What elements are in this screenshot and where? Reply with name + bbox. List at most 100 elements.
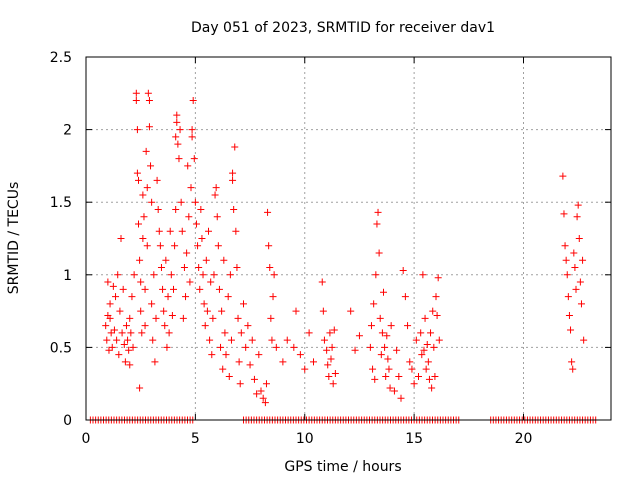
data-point [137, 307, 145, 315]
data-point [208, 351, 216, 359]
data-point [233, 264, 241, 272]
data-point [212, 184, 220, 192]
data-point [112, 293, 120, 301]
data-point [194, 242, 202, 250]
data-point [214, 242, 222, 250]
x-tick-label: 5 [191, 431, 200, 447]
data-point [225, 372, 233, 380]
data-point [215, 285, 223, 293]
data-point [143, 242, 151, 250]
data-point [164, 293, 172, 301]
data-point [177, 198, 185, 206]
data-point [219, 365, 227, 373]
data-point [367, 322, 375, 330]
data-point [114, 271, 122, 279]
y-tick-label: 2.5 [50, 50, 72, 66]
data-point [369, 365, 377, 373]
data-point [429, 307, 437, 315]
data-point [577, 300, 585, 308]
y-tick-label: 0 [63, 413, 72, 429]
data-point [159, 285, 167, 293]
data-point [227, 336, 235, 344]
data-point [218, 307, 226, 315]
data-point [404, 322, 412, 330]
data-point [195, 264, 203, 272]
data-point [347, 307, 355, 315]
data-point [422, 365, 430, 373]
data-point [324, 361, 332, 369]
data-point [267, 314, 275, 322]
data-point [171, 242, 179, 250]
data-point [560, 210, 568, 218]
data-point [142, 147, 150, 155]
data-point [166, 227, 174, 235]
data-point [373, 220, 381, 228]
data-point [175, 155, 183, 163]
data-point [173, 118, 181, 126]
data-point [383, 332, 391, 340]
data-point [209, 314, 217, 322]
plot-frame [85, 56, 612, 421]
data-point [149, 336, 157, 344]
x-tick-label: 15 [405, 431, 423, 447]
x-axis-title: GPS time / hours [284, 459, 401, 475]
data-point [141, 322, 149, 330]
data-point [203, 307, 211, 315]
data-point [147, 162, 155, 170]
data-point [262, 380, 270, 388]
data-point [384, 355, 392, 363]
data-point [126, 314, 134, 322]
data-point [230, 205, 238, 213]
data-point [148, 300, 156, 308]
data-point [257, 387, 265, 395]
data-point [172, 133, 180, 141]
data-point [106, 300, 114, 308]
data-point [420, 346, 428, 354]
chart-title: Day 051 of 2023, SRMTID for receiver dav… [191, 20, 495, 36]
data-point [424, 358, 432, 366]
data-point [139, 191, 147, 199]
data-point [182, 293, 190, 301]
data-point [161, 322, 169, 330]
data-point [376, 314, 384, 322]
data-point [562, 256, 570, 264]
data-point [179, 314, 187, 322]
axis-ticks: 0 5 10 15 20 0 0.5 1 1.5 2 2.5 [50, 50, 611, 447]
data-point [211, 191, 219, 199]
data-point [187, 184, 195, 192]
data-point [570, 249, 578, 257]
data-point [290, 343, 298, 351]
data-point [571, 264, 579, 272]
data-point [221, 329, 229, 337]
data-point [119, 285, 127, 293]
data-point [154, 205, 162, 213]
data-point [157, 264, 165, 272]
data-point [569, 365, 577, 373]
data-point [397, 394, 405, 402]
data-point [148, 198, 156, 206]
data-point [173, 111, 181, 119]
x-tick-label: 20 [515, 431, 533, 447]
data-point [579, 256, 587, 264]
data-point [145, 123, 153, 131]
data-point [139, 235, 147, 242]
data-point [136, 384, 144, 392]
data-point [118, 329, 126, 337]
data-point [425, 375, 433, 383]
data-point [121, 358, 129, 366]
data-point [129, 343, 137, 351]
data-point [406, 358, 414, 366]
data-point [423, 340, 431, 348]
data-point [435, 336, 443, 344]
data-point [168, 311, 176, 319]
data-point [366, 343, 374, 351]
data-point [565, 311, 573, 319]
data-point [305, 329, 313, 337]
data-point [564, 293, 572, 301]
data-point [205, 227, 212, 235]
data-point [107, 329, 115, 337]
data-point [318, 278, 326, 286]
data-point [144, 89, 152, 97]
data-point [103, 336, 111, 344]
data-point [269, 293, 277, 301]
